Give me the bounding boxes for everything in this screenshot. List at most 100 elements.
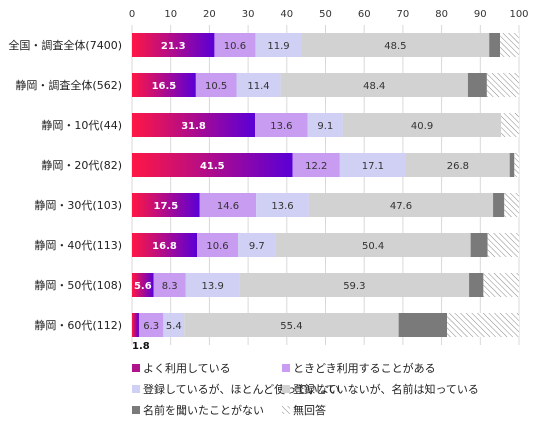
x-tick-label: 30 [242, 9, 255, 20]
bar-segment [487, 233, 519, 257]
data-label: 59.3 [343, 281, 365, 292]
data-label: 13.6 [270, 121, 292, 132]
bar-segment [153, 273, 186, 297]
bar-segment [493, 193, 505, 217]
x-tick-label: 90 [474, 9, 487, 20]
bar-segment [197, 233, 239, 257]
legend-swatch [132, 406, 140, 414]
data-label: 5.4 [166, 321, 182, 332]
data-label: 16.5 [152, 81, 177, 92]
category-label: 静岡・40代(113) [34, 238, 122, 252]
bar-segment [132, 193, 200, 217]
bar-segment [275, 233, 471, 257]
bar-segment [405, 153, 510, 177]
bar-segment [236, 73, 281, 97]
legend-swatch [282, 385, 290, 393]
x-tick-label: 10 [164, 9, 177, 20]
data-label: 6.3 [143, 321, 159, 332]
bar-segment [483, 273, 519, 297]
category-label: 静岡・30代(103) [34, 198, 122, 212]
category-label: 静岡・20代(82) [41, 158, 122, 172]
legend-swatch [132, 364, 140, 372]
data-label: 47.6 [390, 201, 412, 212]
bar-segment [132, 33, 215, 57]
bar-segment [214, 33, 256, 57]
bar-segment [504, 193, 519, 217]
data-label: 9.1 [317, 121, 333, 132]
bar-segment [470, 233, 488, 257]
bar-segment [292, 153, 340, 177]
data-label: 55.4 [280, 321, 302, 332]
data-label: 13.6 [271, 201, 293, 212]
bar-segment [514, 153, 519, 177]
bar-segment [339, 153, 406, 177]
data-label: 50.4 [362, 241, 384, 252]
legend-swatch [282, 364, 290, 372]
legend-label: 登録しているが、ほとんど使っていない [143, 382, 340, 396]
bar-segment [138, 313, 164, 337]
x-tick-label: 40 [280, 9, 293, 20]
data-label: 17.5 [154, 201, 179, 212]
bar-segment [447, 313, 519, 337]
x-tick-label: 0 [129, 9, 135, 20]
x-tick-label: 20 [203, 9, 216, 20]
bar-segment [163, 313, 185, 337]
legend-label: 登録していないが、名前は知っている [293, 382, 479, 396]
bar-segment [256, 193, 309, 217]
x-tick-label: 80 [435, 9, 448, 20]
bar-segment [489, 33, 501, 57]
data-label: 21.3 [161, 41, 186, 52]
data-label: 17.1 [362, 161, 384, 172]
category-label: 静岡・60代(112) [34, 318, 122, 332]
x-tick-label: 100 [509, 9, 528, 20]
legend: よく利用している ときどき利用することがある登録しているが、ほとんど使っていない登… [132, 361, 479, 417]
bar-segment [132, 313, 139, 337]
data-label: 10.6 [224, 41, 246, 52]
data-label: 8.3 [162, 281, 178, 292]
bar-segment [132, 153, 293, 177]
data-label: 9.7 [249, 241, 265, 252]
category-label: 静岡・調査全体(562) [15, 78, 122, 92]
data-label: 48.4 [363, 81, 385, 92]
data-label: 40.9 [411, 121, 433, 132]
bar-segment [132, 273, 154, 297]
bar-segment [307, 113, 343, 137]
category-label: 静岡・10代(44) [41, 118, 122, 132]
legend-swatch [282, 406, 290, 414]
bar-segment [501, 113, 519, 137]
bar-segment [509, 153, 515, 177]
data-label: 5.6 [134, 281, 152, 292]
bar-segment [342, 113, 502, 137]
bar-segment [195, 73, 237, 97]
bar-segment [199, 193, 257, 217]
data-label: 11.4 [247, 81, 269, 92]
bar-segment [132, 113, 256, 137]
bar-segment [132, 73, 196, 97]
bar-segment [184, 313, 399, 337]
category-label: 全国・調査全体(7400) [8, 38, 122, 52]
legend-label: 無回答 [293, 403, 326, 417]
bar-segment [486, 73, 519, 97]
data-label: 16.8 [152, 241, 177, 252]
bar-segment [469, 273, 484, 297]
data-label: 1.8 [132, 341, 150, 352]
legend-label: よく利用している [143, 362, 231, 375]
bar-segment [255, 113, 308, 137]
bar-segment [398, 313, 448, 337]
data-label: 26.8 [447, 161, 469, 172]
legend-label: ときどき利用することがある [293, 361, 436, 375]
bar-segment [308, 193, 494, 217]
bar-segment [132, 233, 198, 257]
bar-segment [239, 273, 470, 297]
bar-segment [301, 33, 490, 57]
legend-swatch [132, 385, 140, 393]
legend-label: 名前を聞いたことがない [143, 403, 264, 417]
data-label: 14.6 [217, 201, 239, 212]
data-label: 12.2 [305, 161, 327, 172]
data-label: 10.5 [205, 81, 227, 92]
bar-segment [467, 73, 487, 97]
bars-layer: 21.3 10.6 11.9 48.5 16.5 10.5 11.4 48.4 31.8 13.6… [132, 33, 519, 352]
data-label: 48.5 [384, 41, 406, 52]
data-label: 41.5 [200, 161, 225, 172]
